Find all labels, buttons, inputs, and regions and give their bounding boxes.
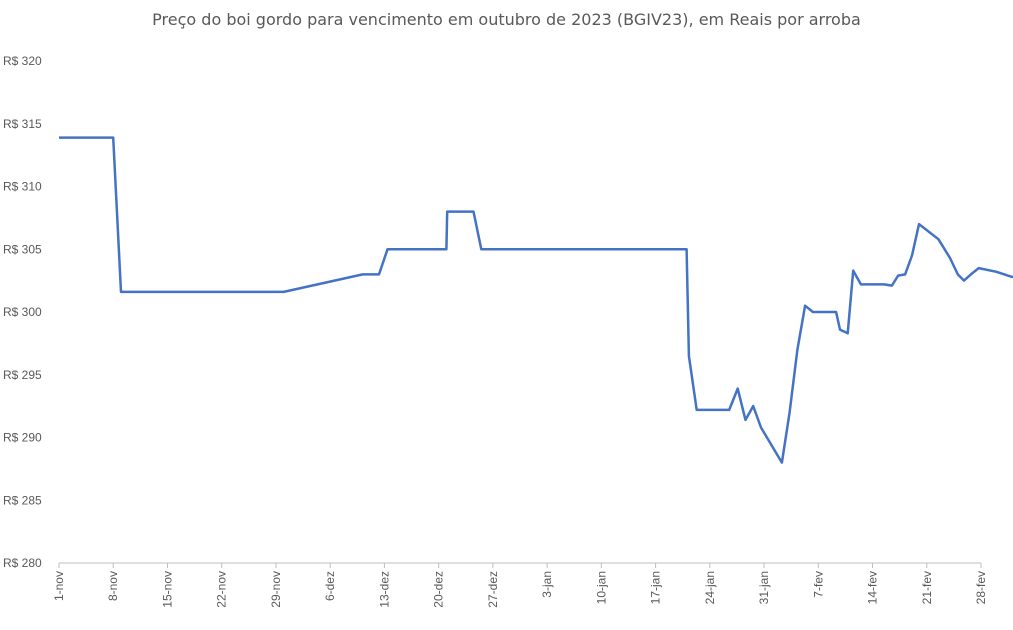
y-tick-label: R$ 285 (3, 493, 42, 507)
x-tick-label: 6-dez (323, 571, 337, 601)
y-tick-label: R$ 290 (3, 431, 42, 445)
series-line (59, 136, 1013, 464)
y-tick-label: R$ 310 (3, 180, 42, 194)
x-tick-label: 8-nov (106, 571, 120, 601)
chart-title: Preço do boi gordo para vencimento em ou… (152, 10, 861, 29)
x-axis-ticks (58, 563, 982, 568)
x-tick-label: 27-dez (486, 571, 500, 608)
y-tick-label: R$ 305 (3, 242, 42, 256)
y-tick-label: R$ 315 (3, 117, 42, 131)
x-tick-label: 10-jan (594, 571, 608, 604)
y-tick-label: R$ 280 (3, 556, 42, 570)
x-tick-label: 1-nov (52, 571, 66, 601)
y-tick-label: R$ 320 (3, 54, 42, 68)
x-axis-labels: 1-nov 8-nov 15-nov 22-nov 29-nov 6-dez 13-dez 2… (52, 571, 988, 608)
x-tick-label: 28-fev (974, 571, 988, 604)
y-tick-label: R$ 295 (3, 368, 42, 382)
y-axis-labels: R$ 280 R$ 285 R$ 290 R$ 295 R$ 300 R$ 305 R$ 3… (3, 54, 42, 570)
x-tick-label: 3-jan (540, 571, 554, 598)
x-tick-label: 21-fev (920, 571, 934, 604)
x-tick-label: 22-nov (215, 571, 229, 608)
x-tick-label: 31-jan (757, 571, 771, 604)
x-tick-label: 13-dez (377, 571, 391, 608)
x-tick-label: 7-fev (811, 571, 825, 598)
x-tick-label: 17-jan (649, 571, 663, 604)
x-tick-label: 14-fev (866, 571, 880, 604)
x-tick-label: 24-jan (703, 571, 717, 604)
x-tick-label: 20-dez (432, 571, 446, 608)
y-tick-label: R$ 300 (3, 305, 42, 319)
x-tick-label: 15-nov (160, 571, 174, 608)
x-tick-label: 29-nov (269, 571, 283, 608)
